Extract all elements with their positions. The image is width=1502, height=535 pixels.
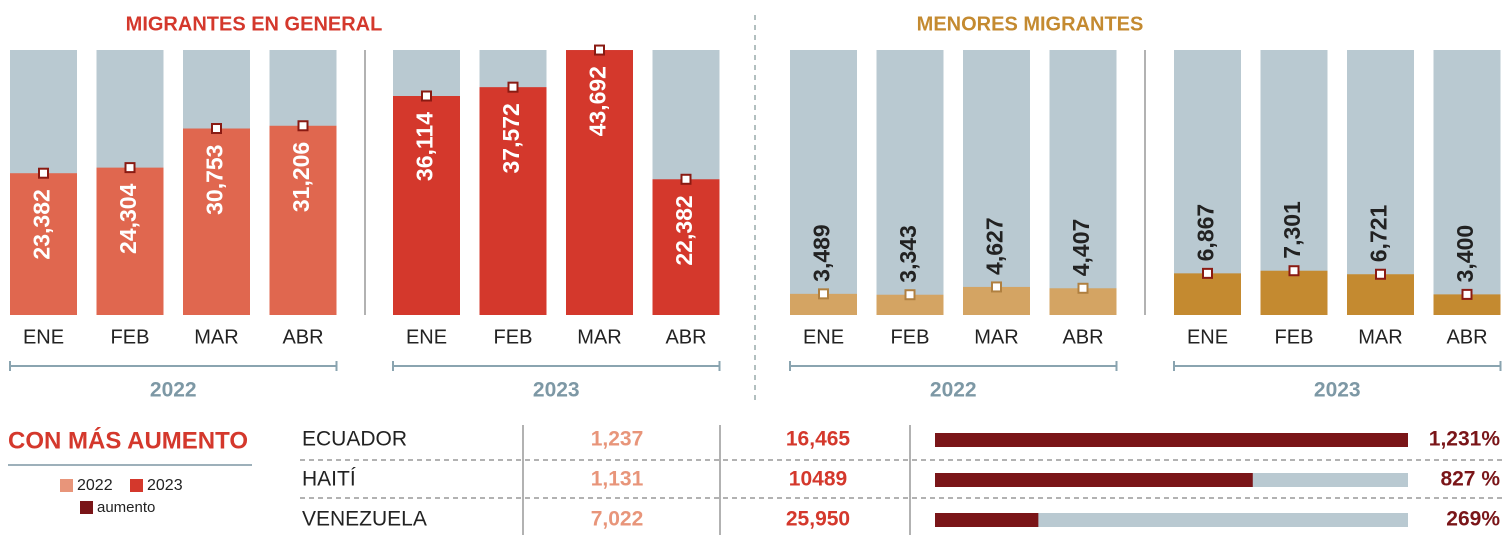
bar-background: [1049, 50, 1117, 315]
bar-marker: [991, 281, 1002, 293]
value-label: 22,382: [671, 195, 697, 265]
increase-bar: [935, 473, 1253, 487]
bar-background: [1433, 50, 1501, 315]
bar-background: [963, 50, 1030, 315]
category-label: ABR: [282, 326, 323, 348]
bar-marker: [1202, 267, 1213, 279]
row-label: ECUADOR: [302, 428, 407, 451]
year-label: 2022: [930, 379, 977, 402]
value-label: 3,400: [1452, 225, 1478, 283]
category-label: ABR: [1446, 326, 1487, 348]
bar-marker: [211, 123, 222, 135]
legend-swatch: [60, 479, 73, 492]
bar-marker: [1375, 268, 1386, 280]
value-label: 23,382: [29, 189, 55, 259]
legend-swatch: [80, 501, 93, 514]
table-value: 1,131: [591, 468, 644, 491]
bar-marker: [1288, 265, 1300, 277]
bar: [1174, 273, 1241, 315]
bar: [393, 96, 460, 315]
category-label: MAR: [577, 326, 621, 348]
category-label: FEB: [1275, 326, 1314, 348]
panel-title: MIGRANTES EN GENERAL: [126, 13, 383, 35]
bar-marker: [1461, 288, 1473, 300]
bar: [876, 294, 944, 315]
value-label: 4,627: [982, 217, 1008, 275]
value-label: 37,572: [498, 103, 524, 173]
table-value: 7,022: [591, 508, 644, 531]
bar: [790, 293, 857, 315]
category-label: ENE: [1187, 326, 1228, 348]
bar: [183, 128, 250, 315]
table-value: 16,465: [786, 428, 851, 451]
bar: [269, 125, 337, 316]
legend-swatch: [130, 479, 143, 492]
table-title: CON MÁS AUMENTO: [8, 426, 248, 454]
category-label: FEB: [111, 326, 150, 348]
bar-background: [790, 50, 857, 315]
value-label: 6,867: [1193, 204, 1219, 262]
category-label: MAR: [974, 326, 1018, 348]
category-label: FEB: [494, 326, 533, 348]
bar-marker: [124, 162, 136, 174]
category-label: ENE: [23, 326, 64, 348]
value-label: 36,114: [412, 112, 438, 181]
bar: [10, 173, 77, 315]
panel-title: MENORES MIGRANTES: [917, 13, 1144, 35]
increase-label: 827 %: [1440, 468, 1500, 491]
increase-bar: [935, 433, 1408, 447]
bar: [1433, 294, 1501, 315]
bar: [566, 50, 633, 315]
bar-marker: [507, 81, 519, 93]
value-label: 6,721: [1366, 204, 1392, 262]
table-value: 1,237: [591, 428, 644, 451]
increase-bar: [935, 513, 1039, 527]
value-label: 7,301: [1279, 201, 1305, 259]
increase-label: 269%: [1446, 508, 1500, 531]
bar-marker: [1077, 282, 1089, 294]
value-label: 3,489: [809, 224, 835, 282]
table-value: 25,950: [786, 508, 850, 531]
bar: [1260, 270, 1328, 315]
value-label: 3,343: [895, 225, 921, 283]
category-label: ABR: [1062, 326, 1103, 348]
bar: [479, 87, 547, 315]
bar-marker: [818, 288, 829, 300]
bar-marker: [421, 90, 432, 102]
category-label: MAR: [1358, 326, 1402, 348]
category-label: ENE: [406, 326, 447, 348]
increase-bar-background: [935, 513, 1408, 527]
category-label: ENE: [803, 326, 844, 348]
year-label: 2023: [533, 379, 580, 402]
value-label: 4,407: [1068, 219, 1094, 277]
row-label: VENEZUELA: [302, 508, 427, 531]
increase-label: 1,231%: [1429, 428, 1501, 451]
bar-marker: [594, 44, 605, 56]
legend-label: 2022: [77, 477, 113, 494]
bar-marker: [680, 173, 692, 185]
year-label: 2022: [150, 379, 197, 402]
year-label: 2023: [1314, 379, 1361, 402]
bar: [96, 167, 164, 315]
value-label: 30,753: [202, 145, 228, 215]
bar-marker: [297, 120, 309, 132]
bar-marker: [904, 289, 916, 301]
value-label: 43,692: [585, 66, 611, 136]
table-value: 10489: [789, 468, 847, 491]
bar-background: [876, 50, 944, 315]
legend-label: aumento: [97, 499, 155, 516]
category-label: ABR: [665, 326, 706, 348]
category-label: FEB: [891, 326, 930, 348]
bar: [652, 179, 720, 315]
value-label: 24,304: [115, 183, 141, 254]
bar-marker: [38, 167, 49, 179]
bar: [1347, 274, 1414, 315]
value-label: 31,206: [288, 142, 314, 212]
row-label: HAITÍ: [302, 468, 356, 491]
legend-label: 2023: [147, 477, 183, 494]
category-label: MAR: [194, 326, 238, 348]
